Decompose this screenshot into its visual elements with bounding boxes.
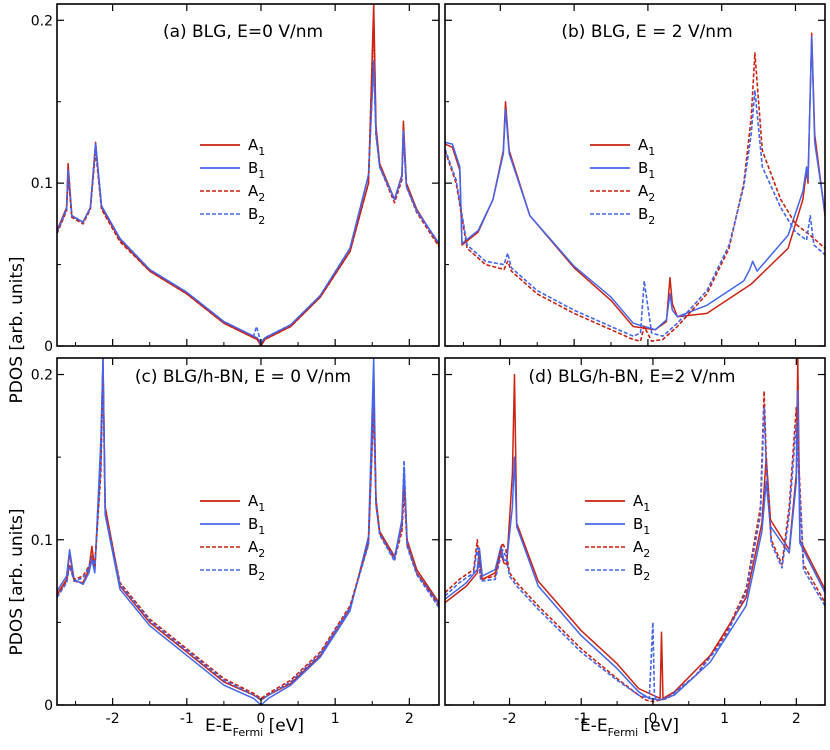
panel-title: (c) BLG/h-BN, E = 0 V/nm: [135, 367, 351, 387]
x-tick-label: 0: [648, 711, 657, 727]
series-line-b2: [57, 365, 439, 701]
legend-label-a1: A1: [248, 492, 265, 514]
y-tick-label: 0: [44, 339, 53, 355]
plot-frame: [444, 357, 826, 706]
legend-label-a2: A2: [633, 538, 650, 560]
legend-label-b1: B1: [248, 515, 265, 537]
y-tick-label: 0.2: [31, 368, 53, 384]
series-line-a2: [57, 19, 439, 346]
x-tick-label: 0: [257, 711, 266, 727]
legend-label-b2: B2: [248, 561, 265, 583]
x-tick-label: -2: [503, 711, 517, 727]
series-line-b2: [445, 89, 825, 338]
legend-label-b2: B2: [638, 205, 655, 227]
y-tick-label: 0: [44, 698, 53, 714]
panel-title: (b) BLG, E = 2 V/nm: [561, 22, 732, 42]
legend-label-a1: A1: [248, 136, 265, 158]
series-line-a1: [445, 32, 825, 331]
legend-label-a1: A1: [633, 492, 650, 514]
x-tick-label: -1: [180, 711, 194, 727]
x-axis-label-right: E-EFermi [eV]: [580, 716, 679, 739]
legend-label-a2: A2: [248, 538, 265, 560]
panel-title: (d) BLG/h-BN, E=2 V/nm: [529, 367, 736, 387]
x-tick-label: -2: [106, 711, 120, 727]
legend-label-b1: B1: [638, 159, 655, 181]
y-tick-label: 0.2: [31, 13, 53, 29]
panel-title: (a) BLG, E=0 V/nm: [163, 22, 323, 42]
plot-frame: [56, 357, 440, 706]
series-line-a2: [445, 52, 825, 342]
series-line-b1: [57, 60, 439, 346]
legend-label-b1: B1: [633, 515, 650, 537]
series-line-b2: [57, 60, 439, 344]
x-tick-label: 2: [405, 711, 414, 727]
y-axis-label-top: PDOS [arb. units]: [7, 257, 27, 404]
legend-label-a2: A2: [638, 182, 655, 204]
legend-label-b1: B1: [248, 159, 265, 181]
panel-c: -2 -1 0 1 2 0 0.1 0.2 (c) BLG/h-BN, E = 0 V/nm A1…: [31, 357, 440, 727]
y-axis-label-bottom: PDOS [arb. units]: [7, 509, 27, 656]
series-line-b2: [445, 406, 825, 701]
legend-label-b2: B2: [633, 561, 650, 583]
x-axis-label-left: E-EFermi [eV]: [205, 716, 304, 739]
series-line-a1: [445, 358, 825, 700]
x-tick-label: 1: [331, 711, 340, 727]
x-tick-label: -1: [574, 711, 588, 727]
series-line-b1: [445, 35, 825, 331]
x-tick-label: 1: [720, 711, 729, 727]
legend-label-a2: A2: [248, 182, 265, 204]
plot-frame: [444, 3, 826, 347]
series-line-a2: [445, 390, 825, 703]
y-tick-label: 0.1: [31, 533, 53, 549]
plot-frame: [56, 3, 440, 347]
legend-label-b2: B2: [248, 205, 265, 227]
series-line-b1: [445, 390, 825, 701]
legend-label-a1: A1: [638, 136, 655, 158]
y-tick-label: 0.1: [31, 176, 53, 192]
x-tick-label: 2: [792, 711, 801, 727]
